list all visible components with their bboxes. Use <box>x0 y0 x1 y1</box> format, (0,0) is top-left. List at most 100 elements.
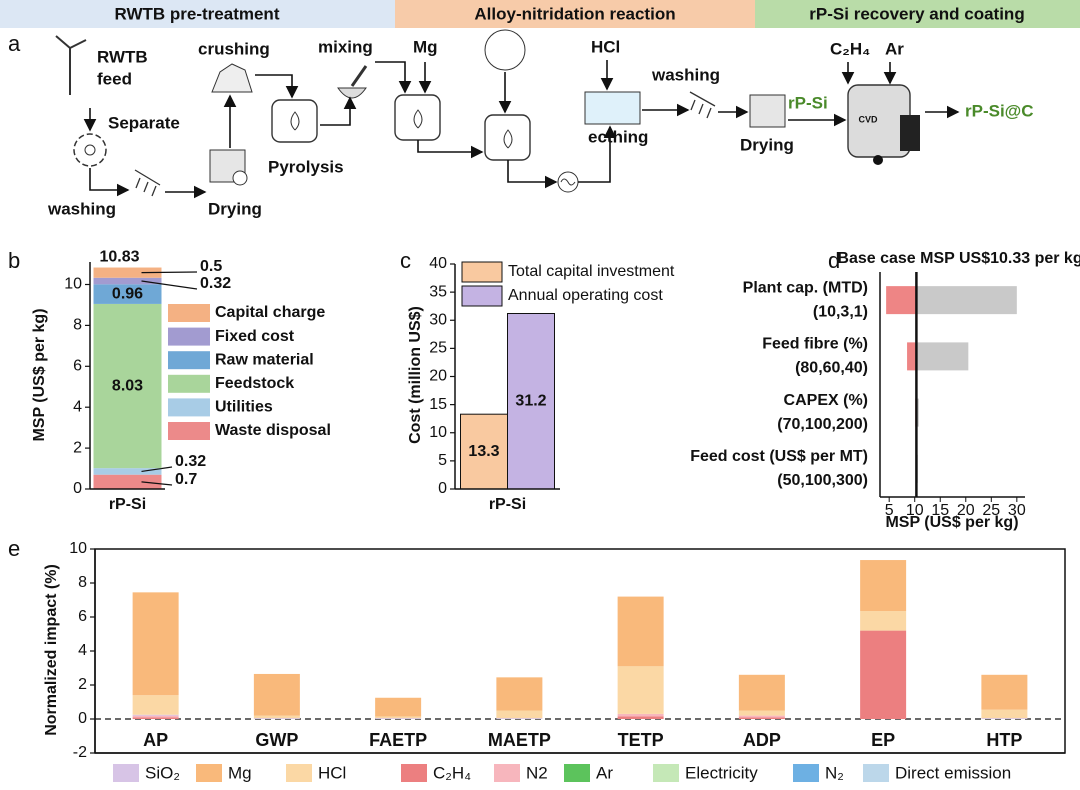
chart-title: Base case MSP US$10.33 per kg <box>837 250 1080 267</box>
bar-segment <box>93 474 162 489</box>
arrow <box>320 96 357 126</box>
gas-icon <box>484 29 526 71</box>
leader-line <box>141 280 198 290</box>
bar-segment <box>617 713 664 717</box>
legend-label: N₂ <box>825 763 844 782</box>
x-tick-label: 5 <box>885 502 894 519</box>
bar <box>916 342 969 371</box>
y-axis-label: Normalized impact (%) <box>43 564 60 736</box>
bar-segment <box>860 560 907 612</box>
bar-segment <box>132 714 179 716</box>
x-tick-label: TETP <box>618 730 664 750</box>
legend-swatch <box>196 764 222 782</box>
legend-swatch <box>286 764 312 782</box>
bar-segment <box>93 303 162 469</box>
x-tick-label: rP-Si <box>109 496 146 513</box>
shower <box>689 91 716 119</box>
y-axis-label: MSP (US$ per kg) <box>31 308 48 441</box>
x-tick-label: GWP <box>255 730 298 750</box>
y-tick-label: 35 <box>429 283 447 300</box>
bar <box>907 342 917 371</box>
legend-label: Waste disposal <box>215 422 331 439</box>
category-label: Plant cap. (MTD) <box>743 279 868 296</box>
legend-swatch <box>653 764 679 782</box>
icon <box>69 39 87 49</box>
legend-label: Ar <box>596 763 613 782</box>
data-label: 0.5 <box>200 258 222 275</box>
process-label: RWTB <box>97 47 148 66</box>
legend-swatch <box>863 764 889 782</box>
legend-swatch <box>494 764 520 782</box>
bar-segment <box>93 284 162 304</box>
shower <box>134 169 161 197</box>
bar-segment <box>375 716 422 719</box>
y-tick-label: 25 <box>429 340 447 357</box>
leader-line <box>141 466 173 473</box>
legend-swatch <box>793 764 819 782</box>
data-label: 8.03 <box>112 377 143 394</box>
legend-label: N2 <box>526 763 548 782</box>
legend-label: Feedstock <box>215 375 294 392</box>
bar-segment <box>738 674 785 711</box>
bar-segment <box>93 267 162 278</box>
legend-swatch <box>168 304 210 322</box>
y-tick-label: 6 <box>78 608 87 625</box>
legend-label: Fixed cost <box>215 328 295 345</box>
section-title: Alloy-nitridation reaction <box>474 4 675 23</box>
bar-segment <box>617 666 664 714</box>
process-label: washing <box>47 199 116 218</box>
bar-segment <box>132 715 179 718</box>
section-band <box>0 0 395 28</box>
legend-swatch <box>168 398 210 417</box>
bar-segment <box>93 277 162 285</box>
data-label: 0.32 <box>175 453 206 470</box>
process-label: Drying <box>740 135 794 154</box>
category-range: (10,3,1) <box>813 303 868 320</box>
process-label: feed <box>97 69 132 88</box>
y-tick-label: 0 <box>438 480 447 497</box>
process-label: washing <box>651 65 720 84</box>
bar-segment <box>738 717 785 719</box>
data-label: 0.7 <box>175 471 197 488</box>
y-tick-label: 10 <box>429 424 447 441</box>
dryer <box>749 94 786 128</box>
bar <box>886 286 917 315</box>
reactor <box>394 94 441 141</box>
x-tick-label: rP-Si <box>489 496 526 513</box>
y-axis-label: Cost (million US$) <box>407 306 424 444</box>
mortar <box>337 87 367 99</box>
process-label: rP-Si <box>788 93 828 112</box>
x-tick-label: 20 <box>957 502 975 519</box>
legend-swatch <box>401 764 427 782</box>
bar-segment <box>496 718 543 719</box>
bar-segment <box>738 710 785 716</box>
bar-segment <box>860 611 907 631</box>
legend-label: Mg <box>228 763 252 782</box>
legend-swatch <box>564 764 590 782</box>
bar-segment <box>93 468 162 475</box>
bar-segment <box>253 715 300 719</box>
x-tick-label: AP <box>143 730 168 750</box>
process-label: rP-Si@C <box>965 101 1034 120</box>
process-label: crushing <box>198 39 270 58</box>
bar <box>507 313 555 490</box>
pile <box>211 63 253 93</box>
tank <box>584 91 641 125</box>
data-label: 13.3 <box>468 443 499 460</box>
process-label: CVD <box>858 114 878 124</box>
arrow <box>255 74 299 99</box>
x-tick-label: ADP <box>743 730 781 750</box>
bar-segment <box>253 718 300 719</box>
process-label: Pyrolysis <box>268 157 344 176</box>
flame <box>503 129 513 149</box>
section-title: rP-Si recovery and coating <box>809 4 1024 23</box>
reactor <box>484 114 531 161</box>
legend-swatch <box>168 374 210 393</box>
arrow <box>578 125 617 183</box>
bar-segment <box>860 630 907 719</box>
y-tick-label: 5 <box>438 452 447 469</box>
bar-segment <box>981 674 1028 710</box>
bar-segment <box>496 677 543 711</box>
y-tick-label: 4 <box>78 642 87 659</box>
